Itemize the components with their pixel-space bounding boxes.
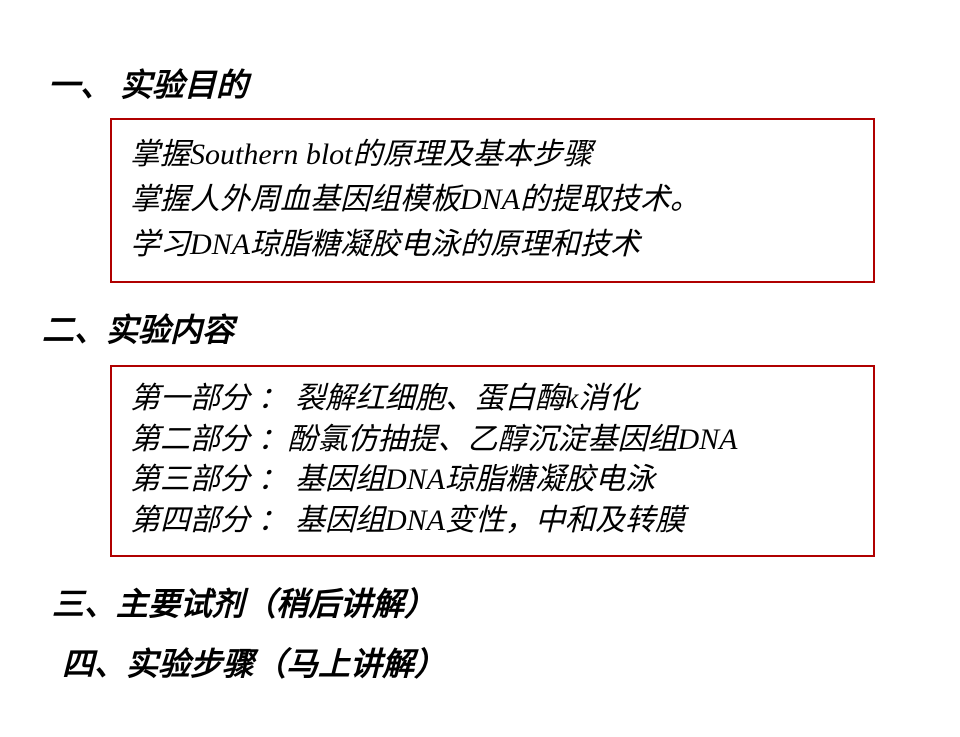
section-2-line-1: 第一部分 ： 裂解红细胞、蛋白酶k消化 (130, 379, 855, 420)
section-1-heading: 一、 实验目的 (48, 60, 920, 106)
section-2-line-2: 第二部分 ：酚氯仿抽提、乙醇沉淀基因组DNA (130, 420, 855, 461)
section-2-heading: 二、实验内容 (42, 305, 920, 351)
section-1-line-1: 掌握Southern blot的原理及基本步骤 (130, 132, 855, 177)
section-3-heading: 三、主要试剂（稍后讲解） (52, 579, 920, 625)
slide-content: 一、 实验目的 掌握Southern blot的原理及基本步骤 掌握人外周血基因… (0, 0, 960, 737)
section-2-line-3: 第三部分 ： 基因组DNA琼脂糖凝胶电泳 (130, 460, 855, 501)
section-1-box: 掌握Southern blot的原理及基本步骤 掌握人外周血基因组模板DNA的提… (110, 118, 875, 283)
section-1-line-3: 学习DNA琼脂糖凝胶电泳的原理和技术 (130, 222, 855, 267)
section-4-heading: 四、实验步骤（马上讲解） (62, 639, 920, 685)
section-2-box: 第一部分 ： 裂解红细胞、蛋白酶k消化 第二部分 ：酚氯仿抽提、乙醇沉淀基因组D… (110, 365, 875, 557)
section-2-line-4: 第四部分 ： 基因组DNA变性，中和及转膜 (130, 501, 855, 542)
section-1-line-2: 掌握人外周血基因组模板DNA的提取技术。 (130, 177, 855, 222)
